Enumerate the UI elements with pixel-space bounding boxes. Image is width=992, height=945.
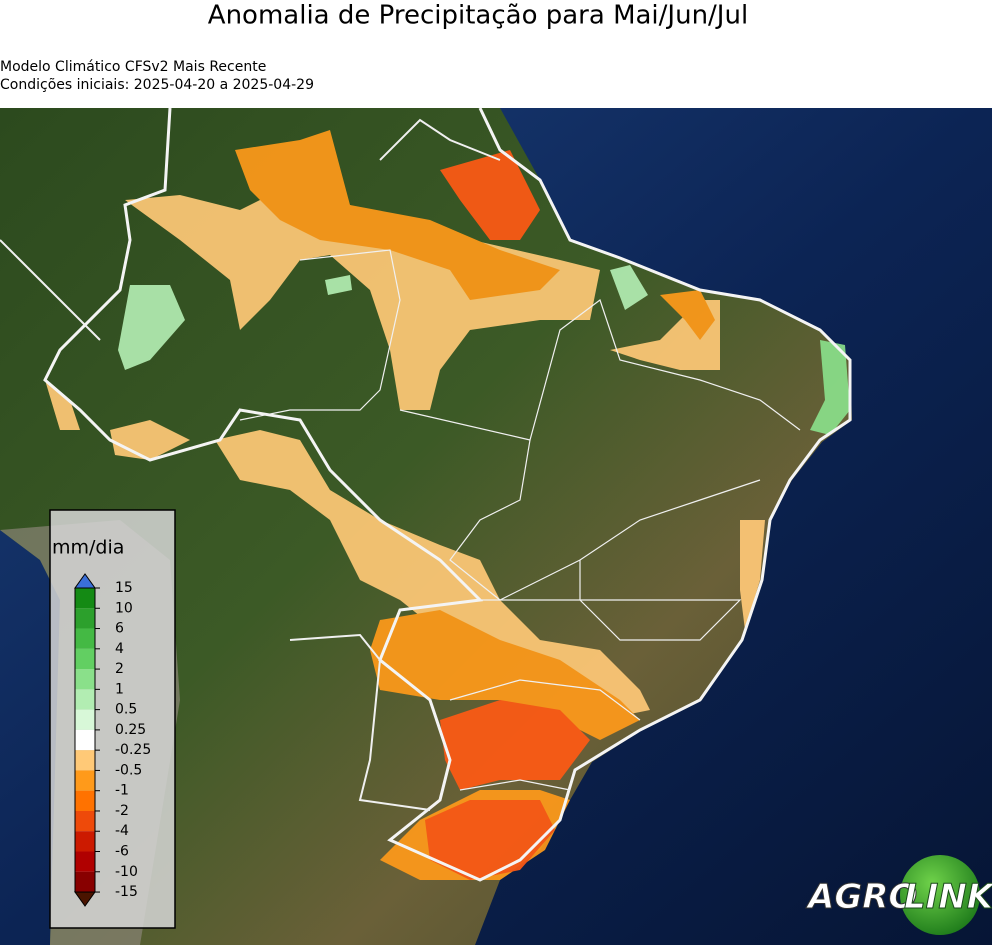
colorbar-tick-label: -0.25: [115, 742, 151, 758]
colorbar-tick-label: -2: [115, 803, 129, 819]
colorbar-bin: [75, 588, 95, 609]
land: [0, 108, 852, 945]
colorbar-bin: [75, 750, 95, 771]
colorbar-tick-label: 2: [115, 661, 124, 677]
logo: AGRO LINK: [805, 855, 992, 935]
colorbar-box: [49, 509, 176, 929]
subtitle: Condições iniciais: 2025-04-20 a 2025-04…: [0, 77, 314, 93]
colorbar-bin: [75, 608, 95, 629]
colorbar-tick-label: 4: [115, 641, 124, 657]
country-lines: [0, 239, 101, 341]
state-lines: [449, 679, 641, 721]
colorbar-bin: [75, 790, 95, 811]
colorbar-bin: [75, 628, 95, 649]
colorbar-bin: [75, 669, 95, 690]
colorbar-label: mm/dia: [52, 537, 124, 559]
border: [43, 107, 852, 882]
title: Anomalia de Precipitação para Mai/Jun/Ju…: [208, 1, 748, 31]
colorbar-tick-label: 0.5: [115, 702, 137, 718]
colorbar-bin: [75, 851, 95, 872]
state-lines: [480, 560, 742, 641]
colorbar-bin: [75, 689, 95, 710]
colorbar-tick-label: -15: [115, 884, 138, 900]
logo-ball: [900, 855, 980, 935]
colorbar-bin: [75, 729, 95, 751]
colorbar-outline: [74, 587, 96, 893]
country-lines: [379, 118, 501, 161]
logo-text: LINK: [904, 877, 992, 917]
colorbar: mm/dia 15 10 6 4 2 1 0.5 0.25 -0.25 -0.5 -1 -2 -4 -6 -…: [49, 509, 176, 929]
colorbar-bin: [75, 831, 95, 852]
state-lines: [399, 299, 801, 441]
state-lines: [239, 249, 401, 421]
colorbar-bin: [75, 709, 95, 730]
colorbar-tick-label: -0.5: [115, 762, 142, 778]
colorbar-bin: [75, 648, 95, 670]
subtitle: Modelo Climático CFSv2 Mais Recente: [0, 59, 266, 75]
anomaly-areas: [45, 130, 850, 880]
logo-text: AGRO: [805, 877, 917, 917]
colorbar-tick-label: -10: [115, 864, 138, 880]
colorbar-tick-label: 6: [115, 621, 124, 637]
state-lines: [459, 779, 571, 791]
colorbar-tick-label: 10: [115, 600, 133, 616]
colorbar-tick-label: 1: [115, 681, 124, 697]
colorbar-bin: [75, 770, 95, 791]
colorbar-tick-label: 0.25: [115, 722, 146, 738]
colorbar-tick-label: -4: [115, 823, 129, 839]
colorbar-tick-label: -6: [115, 844, 129, 860]
colorbar-tick-label: -1: [115, 783, 129, 799]
colorbar-bin: [75, 810, 95, 832]
colorbar-bin: [75, 871, 95, 893]
country-lines: [289, 633, 431, 811]
colorbar-tick-label: 15: [115, 580, 133, 596]
